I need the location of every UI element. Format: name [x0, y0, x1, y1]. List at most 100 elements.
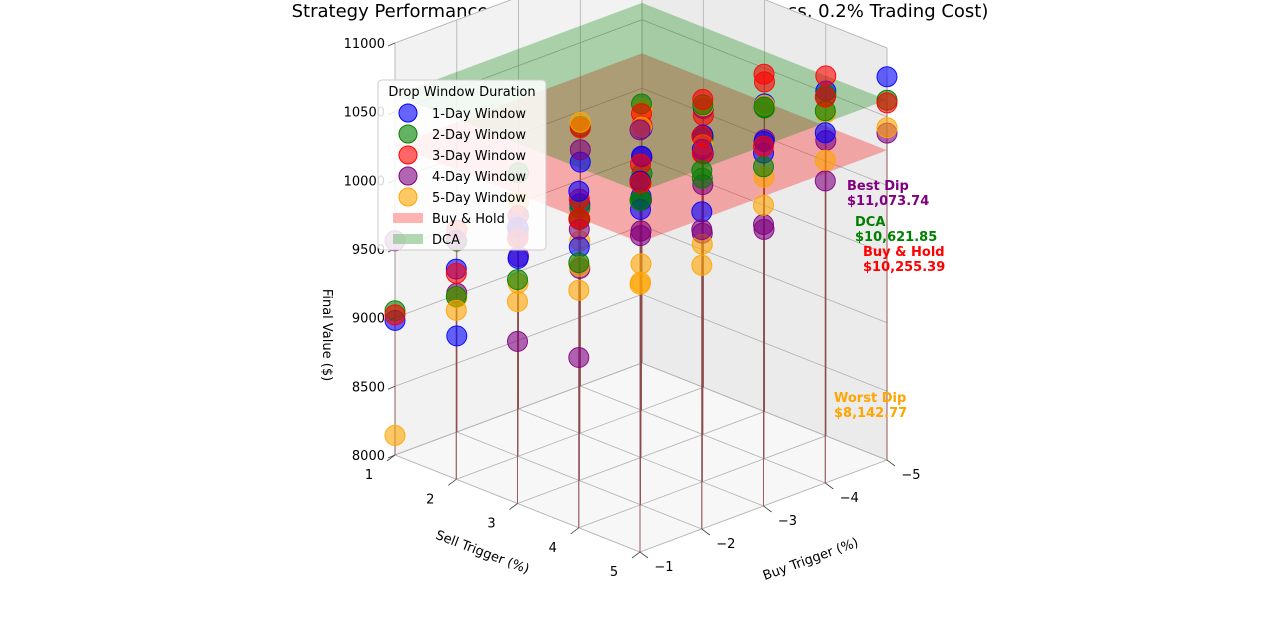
data-point-3-day-window	[445, 262, 467, 284]
legend-label-dca: DCA	[432, 233, 460, 248]
y-axis-label: Sell Trigger (%)	[433, 528, 531, 578]
annotation-value: $10,255.39	[863, 260, 945, 275]
data-point-5-day-window	[814, 149, 836, 171]
data-point-1-day-window	[507, 248, 529, 269]
data-point-3-day-window	[691, 125, 713, 147]
y-tick-label: 1	[365, 468, 373, 483]
data-point-2-day-window	[691, 160, 713, 182]
legend-marker-1-day-window	[398, 103, 418, 123]
data-point-5-day-window	[507, 291, 528, 313]
data-point-2-day-window	[507, 269, 528, 291]
z-tick-mark	[387, 385, 396, 390]
z-tick-label: 8000	[352, 449, 385, 464]
x-tick-mark	[886, 459, 896, 467]
x-tick-label: −3	[778, 514, 797, 529]
x-tick-label: −1	[654, 560, 673, 575]
data-point-5-day-window	[569, 111, 591, 133]
data-point-3-day-window	[753, 135, 774, 157]
annotation-dca: DCA $10,621.85	[855, 215, 937, 245]
legend-label-5-day-window: 5-Day Window	[432, 191, 526, 206]
z-tick-label: 8500	[352, 380, 385, 395]
z-tick-label: 9000	[352, 312, 385, 327]
annotation-value: $8,142.77	[834, 406, 907, 421]
annotation-label: Buy & Hold	[863, 245, 945, 260]
annotation-buy-hold: Buy & Hold $10,255.39	[863, 245, 945, 275]
x-tick-mark	[763, 505, 772, 513]
x-tick-label: −2	[716, 537, 735, 552]
legend-label-4-day-window: 4-Day Window	[432, 170, 526, 185]
y-tick-label: 3	[487, 517, 495, 532]
data-point-4-day-window	[630, 225, 651, 247]
z-tick-mark	[387, 454, 396, 459]
data-point-5-day-window	[629, 273, 651, 295]
data-point-5-day-window	[445, 299, 467, 321]
data-point-4-day-window	[629, 119, 651, 141]
legend-marker-3-day-window	[398, 145, 418, 165]
data-point-5-day-window	[568, 279, 590, 301]
data-point-4-day-window	[691, 219, 713, 241]
data-point-3-day-window	[753, 63, 775, 85]
x-tick-label: −4	[840, 491, 859, 506]
y-tick-mark	[570, 527, 580, 535]
y-tick-mark	[509, 503, 518, 510]
z-tick-label: 10500	[344, 106, 385, 121]
data-point-2-day-window	[629, 189, 651, 211]
legend-box	[377, 79, 547, 251]
legend-marker-5-day-window	[398, 187, 418, 207]
data-point-3-day-window	[629, 172, 651, 194]
data-point-3-day-window	[815, 65, 837, 87]
z-tick-label: 11000	[344, 37, 385, 52]
z-axis-label: Final Value ($)	[319, 289, 334, 381]
annotation-value: $10,621.85	[855, 230, 937, 245]
data-point-4-day-window	[569, 139, 591, 161]
annotation-label: Worst Dip	[834, 391, 906, 406]
data-point-4-day-window	[568, 347, 590, 368]
legend-marker-buy-hold	[393, 213, 423, 223]
z-tick-mark	[387, 42, 396, 47]
data-point-3-day-window	[568, 208, 590, 230]
y-tick-label: 2	[426, 492, 434, 507]
z-tick-mark	[387, 317, 396, 322]
legend-marker-dca	[393, 234, 423, 244]
y-tick-label: 5	[610, 565, 618, 580]
z-tick-label: 9500	[352, 243, 385, 258]
data-point-1-day-window	[446, 325, 468, 347]
data-point-5-day-window	[876, 117, 898, 139]
data-point-5-day-window	[691, 254, 713, 276]
data-point-1-day-window	[568, 180, 590, 202]
z-tick-label: 10000	[344, 174, 385, 189]
legend-marker-4-day-window	[398, 166, 418, 186]
x-tick-mark	[701, 528, 711, 536]
x-tick-mark	[825, 482, 834, 490]
legend-marker-2-day-window	[398, 124, 418, 144]
data-point-1-day-window	[876, 66, 898, 88]
x-tick-mark	[639, 551, 649, 559]
legend: Drop Window Duration 1-Day Window 2-Day Wi…	[377, 79, 547, 251]
data-point-4-day-window	[507, 330, 528, 352]
legend-label-2-day-window: 2-Day Window	[432, 128, 526, 143]
legend-title: Drop Window Duration	[388, 85, 535, 100]
y-tick-mark	[448, 478, 457, 486]
grid-line-z	[394, 0, 888, 49]
data-point-2-day-window	[753, 96, 775, 118]
annotation-worst-dip: Worst Dip $8,142.77	[834, 391, 907, 421]
y-tick-mark	[631, 551, 641, 559]
legend-label-buy-hold: Buy & Hold	[432, 212, 505, 227]
x-tick-label: −5	[901, 468, 920, 483]
annotation-label: Best Dip	[847, 179, 909, 194]
grid-line-y	[394, 0, 643, 456]
data-point-5-day-window	[753, 194, 774, 216]
data-point-4-day-window	[753, 214, 774, 235]
y-tick-label: 4	[549, 541, 557, 556]
data-point-1-day-window	[814, 122, 836, 144]
annotation-label: DCA	[855, 215, 885, 230]
data-point-2-day-window	[753, 156, 774, 178]
annotation-best-dip: Best Dip $11,073.74	[847, 179, 929, 209]
data-point-1-day-window	[691, 201, 713, 223]
data-point-3-day-window	[692, 88, 714, 110]
data-point-3-day-window	[814, 86, 836, 108]
data-point-2-day-window	[568, 252, 590, 274]
annotation-value: $11,073.74	[847, 194, 929, 209]
